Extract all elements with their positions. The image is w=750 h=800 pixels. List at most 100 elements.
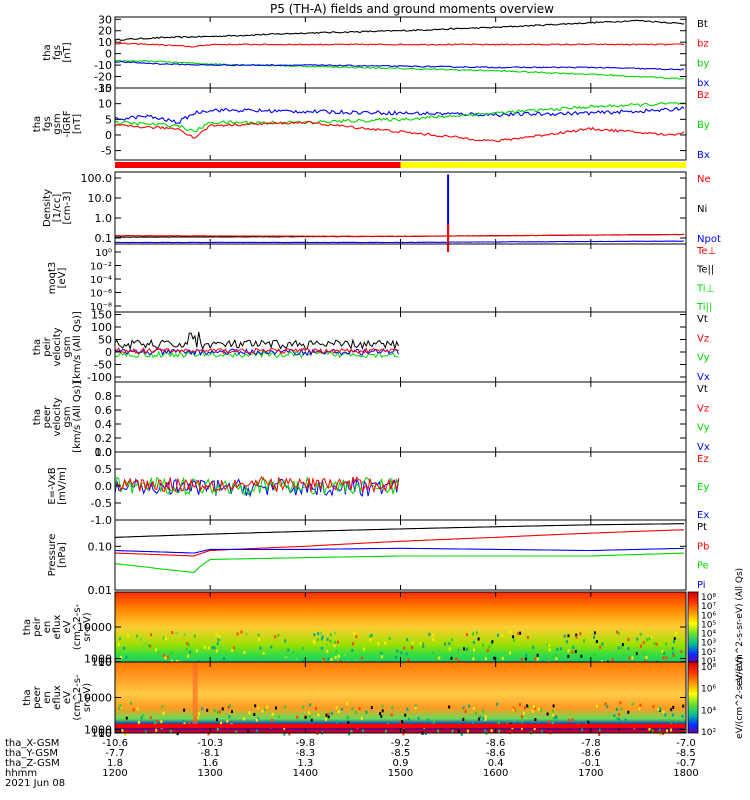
panel-temperature: 10⁰ 10⁻² 10⁻⁴ 10⁻⁶ 10⁻⁸ moqt3 [eV] Te⊥ Te|| Ti⊥ Ti… [47, 243, 716, 313]
fgs-ylabel: [nT] [62, 42, 73, 62]
ephemeris-value: -8.6 [486, 738, 506, 749]
fgs-ytick-label: -10 [94, 59, 112, 72]
peir_velocity-frame [114, 311, 687, 383]
ephemeris-value: 1800 [673, 768, 698, 779]
temperature-ytick-label: 10⁰ [95, 248, 112, 259]
fgs_gsm-ylabel: tha [32, 116, 43, 132]
fgs_gsm-ytick-label: 5 [105, 113, 112, 126]
ephemeris: tha_X-GSM -10.6 -10.3 -9.8 -9.2 -8.6 -7.8 -7.0t… [5, 738, 699, 789]
peer_eflux-colorbar-label: 10² [701, 728, 716, 738]
fgs-ytick-label: 10 [98, 36, 112, 49]
density-ytick-label: 100.0 [81, 172, 113, 185]
peer_eflux-ylabel: eV [62, 691, 73, 704]
ephemeris-value: -9.2 [391, 738, 411, 749]
density-ylabel: [cm-3] [62, 191, 73, 224]
peir_velocity-ylabel: peir [42, 336, 53, 356]
peir_eflux-ylabel: eflux [52, 615, 63, 640]
peer_eflux-ytick-label: 10 [98, 727, 112, 740]
temperature-ytick-label: 10⁻⁴ [90, 275, 112, 286]
efield-series-2 [115, 476, 400, 494]
peir_velocity-series-1 [115, 350, 399, 359]
pressure-series-2 [115, 547, 685, 554]
fgs_gsm-frame [114, 87, 687, 161]
ephemeris-value: 1600 [483, 768, 508, 779]
peer_eflux-colorbar-label: 10⁶ [701, 685, 716, 695]
peir_eflux-colorbar-title: eV/(cm^2-s-sr-eV) (All Qs) [735, 568, 745, 686]
peir_eflux-ylabel: en [42, 621, 53, 634]
pressure-ytick-label: 0.01 [88, 584, 113, 597]
peir_eflux-colorbar-label: 10⁸ [701, 593, 716, 603]
peir_eflux-colorbar-label: 10³ [701, 639, 716, 649]
peir_eflux-ytick-label: 1000 [84, 653, 112, 666]
peir_eflux-ylabel: eV [62, 620, 73, 633]
peir_velocity-ytick-label: -50 [94, 359, 112, 372]
efield-frame [114, 451, 687, 521]
ephemeris-value: -0.7 [676, 758, 696, 769]
ephemeris-value: -8.1 [200, 748, 220, 759]
peir_velocity-ytick-label: 150 [91, 309, 112, 322]
temperature-ytick-label: 10⁻⁶ [90, 289, 112, 300]
peir_eflux-spectrogram [115, 592, 686, 662]
peir_eflux-colorbar [687, 591, 699, 663]
density-ytick-label: 0.1 [95, 232, 113, 245]
density-frame [114, 171, 687, 245]
temperature-legend-item: Te|| [696, 265, 714, 276]
peer_velocity-legend-item: Vz [697, 403, 709, 414]
efield-ytick-label: 0.0 [95, 480, 113, 493]
efield-ylabel: E=-VxB [47, 467, 58, 504]
peir_eflux-ytick-label: 10000 [77, 621, 112, 634]
peir_eflux-ylabel: (cm^2-s- [72, 603, 83, 650]
panel-density: 100.0 10.0 1.0 0.1 Density [1/cc] [cm-3] Ne Ni Np… [42, 171, 721, 252]
mode-bar-slow [115, 162, 401, 168]
ephemeris-value: 1.6 [202, 758, 218, 769]
ephemeris-value: 1.3 [297, 758, 313, 769]
ephemeris-value: 0.9 [393, 758, 409, 769]
ephemeris-value: -8.5 [676, 748, 696, 759]
peir_velocity-ylabel: tha [32, 339, 43, 355]
fgs_gsm-ylabel: gsm [52, 113, 63, 134]
fgs_gsm-ytick-label: -5 [101, 145, 112, 158]
peir_eflux-colorbar-label: 10⁷ [701, 602, 716, 612]
peir_eflux-ylabel: sr-eV) [82, 612, 93, 641]
panel-peer_velocity: 0.80.60.40.20.0 tha peer velocity gsm [km/s (… [32, 381, 710, 459]
peer_eflux-ylabel: (cm^2-s- [72, 674, 83, 721]
fgs_gsm-ylabel: -IGRF [62, 110, 73, 137]
peir_eflux-ylabel: tha [22, 619, 33, 635]
fgs-ytick-label: 20 [98, 25, 112, 38]
peir_velocity-ytick-label: 0 [105, 346, 112, 359]
pressure-ylabel: Pressure [47, 534, 58, 577]
fgs-series-3 [115, 61, 685, 71]
peir_eflux-colorbar-label: 10⁴ [701, 630, 716, 640]
fgs-ytick-label: 0 [105, 48, 112, 61]
temperature-legend-item: Ti⊥ [696, 283, 714, 294]
peir_eflux-ytick-label: 10 [98, 656, 112, 669]
temperature-ylabel: moqt3 [47, 262, 58, 295]
pressure-series-3 [115, 552, 685, 574]
peir_eflux-ylabel: peir [32, 616, 43, 636]
density-legend-item: Npot [697, 234, 721, 245]
fgs-legend-item: bx [697, 78, 709, 89]
fgs-legend-item: Bt [697, 19, 708, 30]
peir_velocity-ylabel: [km/s (All Qs)] [72, 311, 83, 383]
peer_eflux-colorbar [687, 661, 699, 734]
temperature-ytick-label: 10⁻⁸ [90, 302, 112, 313]
ephemeris-value: -7.0 [676, 738, 696, 749]
pressure-series-0 [115, 523, 685, 538]
peir_eflux-ytick-label: 100 [91, 656, 112, 669]
peer_velocity-ytick-label: 0.2 [95, 432, 113, 445]
ephemeris-value: 1400 [293, 768, 318, 779]
fgs_gsm-ylabel: [nT] [72, 114, 83, 134]
ephemeris-value: -10.3 [197, 738, 223, 749]
fgs-legend-item: bz [697, 39, 709, 50]
density-legend-item: Ni [697, 204, 707, 215]
panel-efield: 1.0 0.5 0.0 -0.5 -1.0 E=-VxB [mV/m] Ez Ey Ex [47, 446, 709, 527]
peer_eflux-ylabel: en [42, 691, 53, 704]
peer_eflux-colorbar-label: 10⁴ [701, 706, 716, 716]
ephemeris-value: -7.8 [581, 738, 601, 749]
fgs-ytick-label: -20 [94, 71, 112, 84]
ephemeris-value: 1500 [388, 768, 413, 779]
efield-legend-item: Ez [697, 454, 709, 465]
